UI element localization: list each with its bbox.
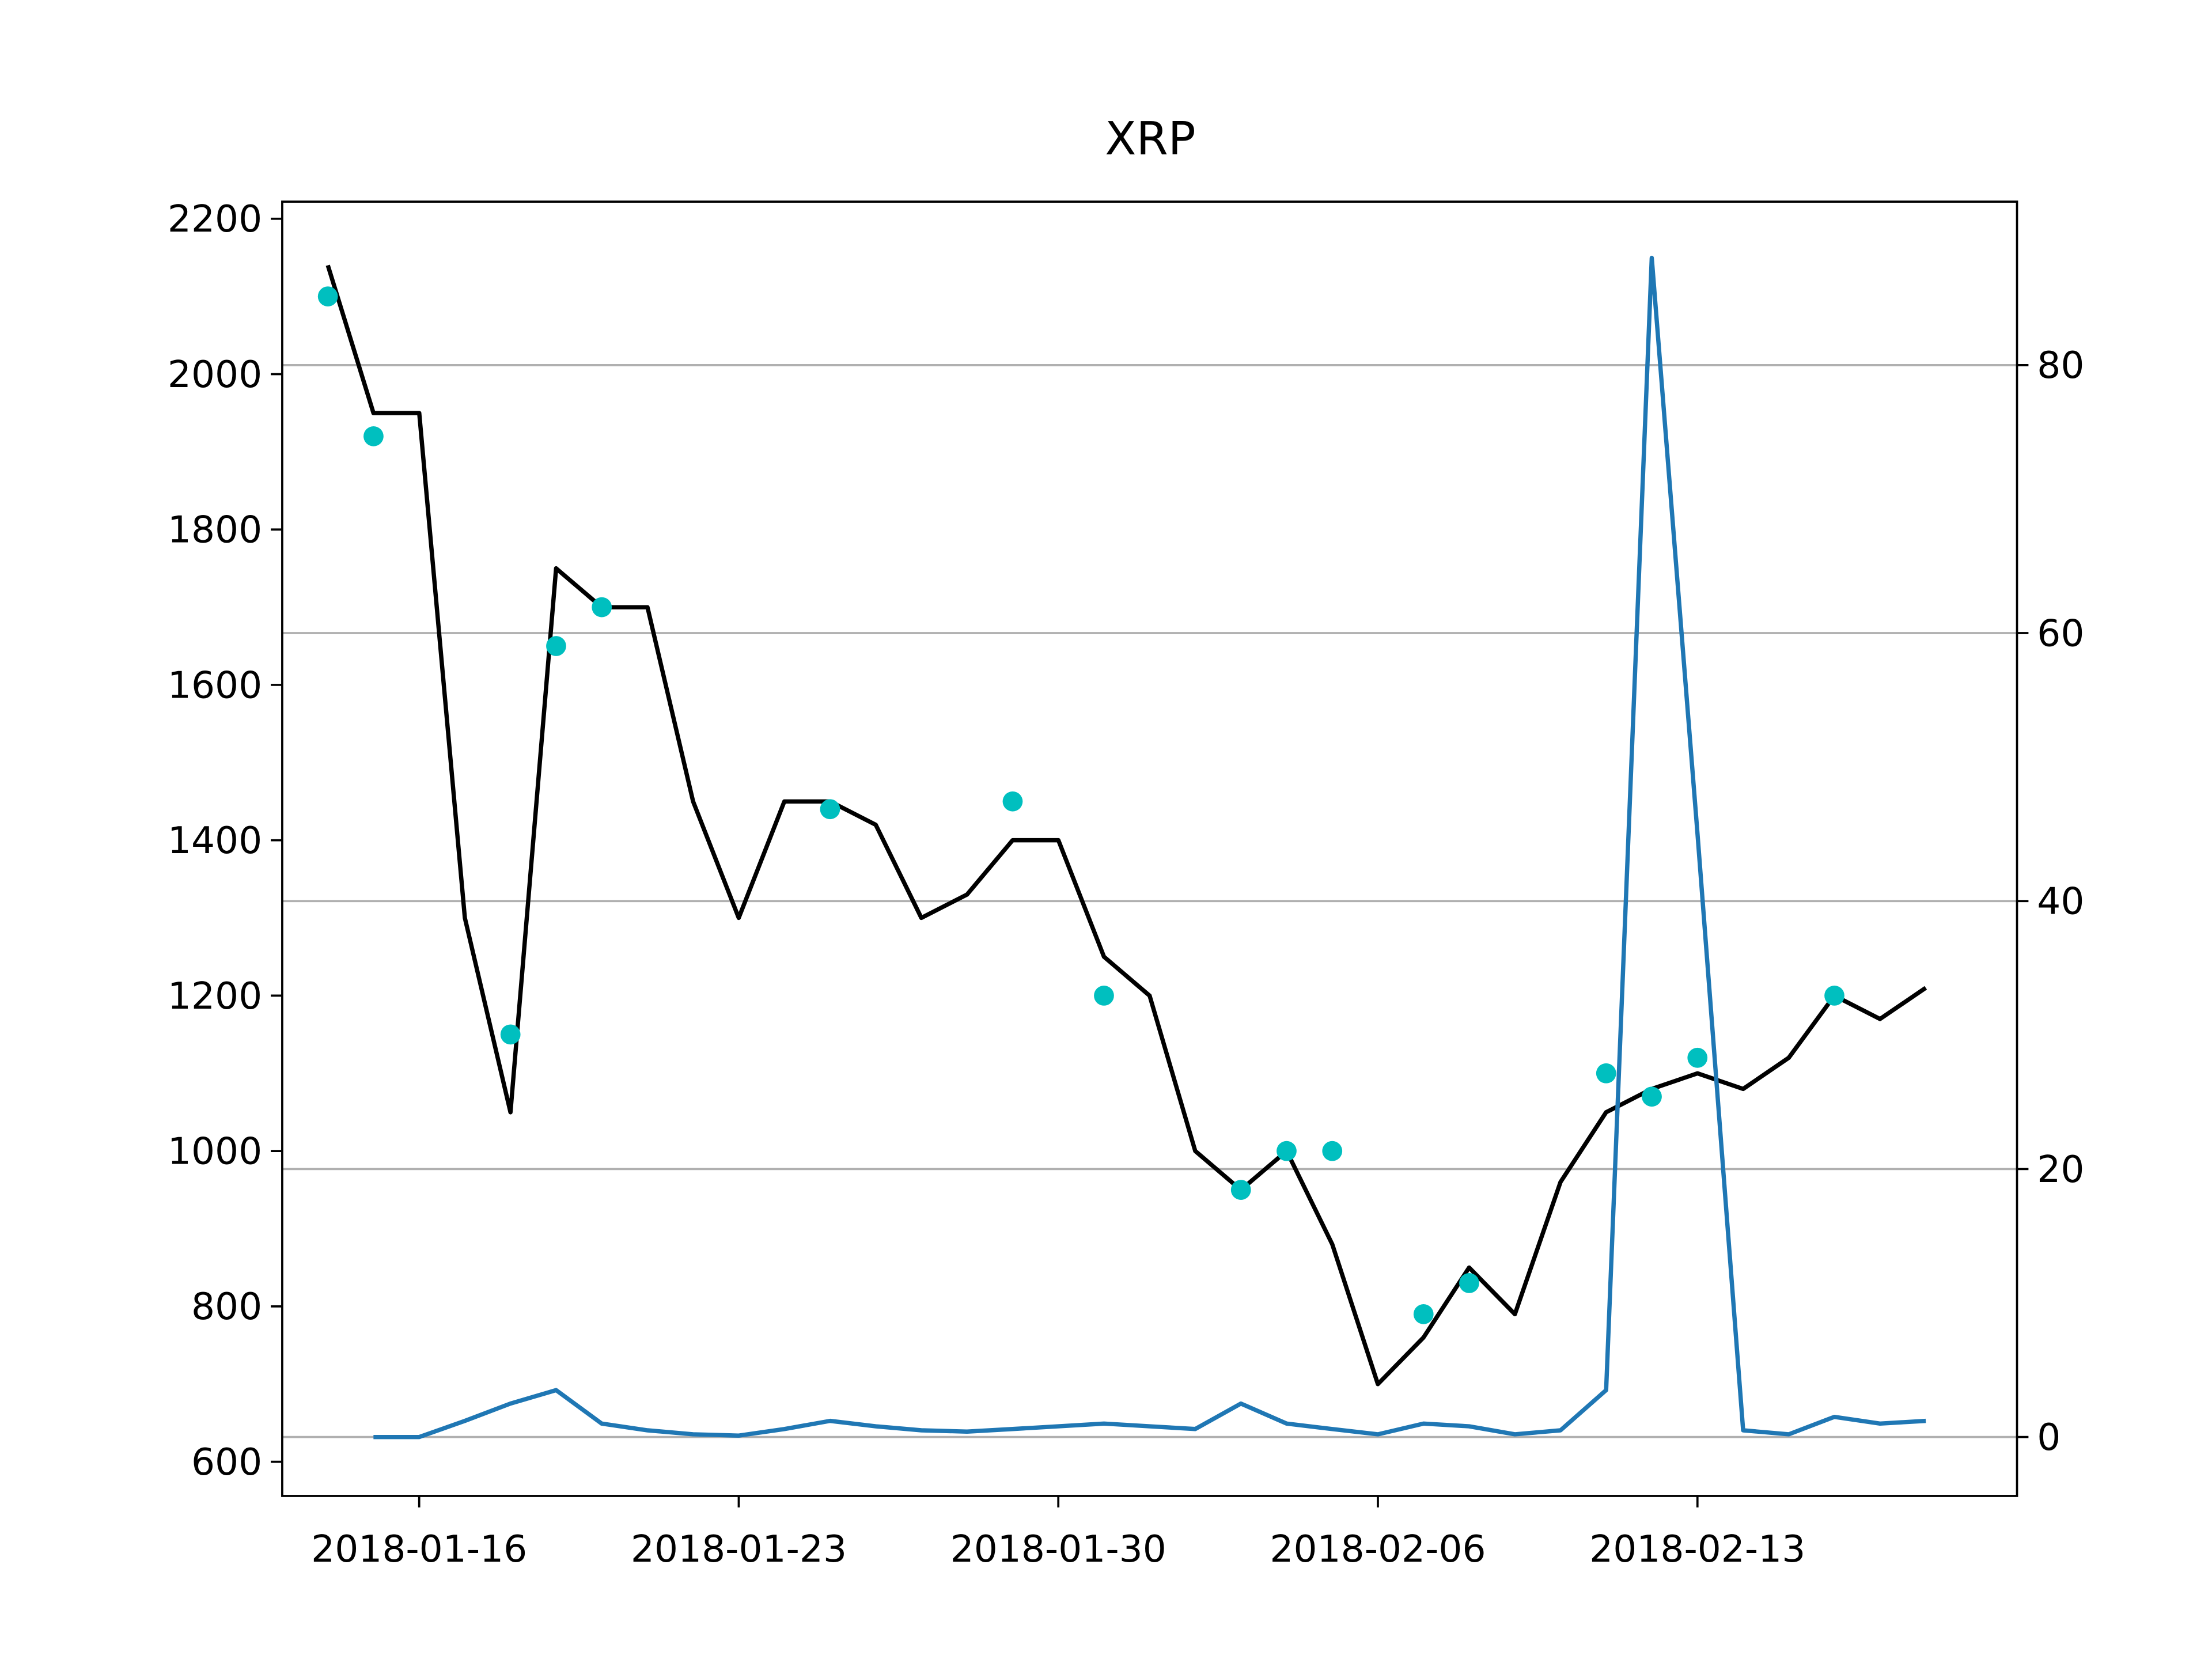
data-point [1596, 1063, 1616, 1084]
y-tick-label: 2200 [168, 198, 262, 241]
data-point [1642, 1086, 1662, 1107]
y-tick-label: 1600 [168, 664, 262, 707]
data-point [1322, 1141, 1343, 1161]
data-point [546, 636, 566, 656]
chart-title: XRP [1105, 112, 1196, 165]
x-tick-label: 2018-01-16 [311, 1528, 527, 1571]
y2-tick-label: 80 [2037, 344, 2084, 387]
y-tick-label: 1400 [168, 819, 262, 862]
data-point [1459, 1273, 1479, 1293]
x-tick-label: 2018-01-30 [950, 1528, 1166, 1571]
y-tick-label: 1200 [168, 975, 262, 1018]
data-point [1094, 986, 1114, 1006]
series-line [373, 255, 1926, 1440]
data-point [500, 1024, 521, 1045]
data-point [317, 286, 338, 306]
y-tick-label: 1800 [168, 509, 262, 552]
y2-tick-label: 20 [2037, 1148, 2084, 1191]
data-point [1687, 1047, 1708, 1068]
x-tick-label: 2018-01-23 [631, 1528, 847, 1571]
x-tick-label: 2018-02-13 [1589, 1528, 1805, 1571]
plot-frame [281, 200, 2018, 1497]
data-point [1002, 791, 1023, 812]
y2-tick-label: 40 [2037, 880, 2084, 923]
x-tick-label: 2018-02-06 [1270, 1528, 1486, 1571]
data-point [1277, 1141, 1297, 1161]
y-tick-label: 600 [191, 1441, 262, 1484]
y-tick-label: 1000 [168, 1130, 262, 1173]
data-point [1230, 1180, 1251, 1200]
y2-tick-label: 0 [2037, 1416, 2061, 1459]
data-point [1413, 1304, 1434, 1324]
data-point [592, 597, 612, 618]
data-point [363, 426, 384, 446]
series-line [325, 264, 1927, 1387]
y-tick-label: 800 [191, 1285, 262, 1328]
data-point [820, 799, 840, 820]
y2-tick-label: 60 [2037, 612, 2084, 655]
y-tick-label: 2000 [168, 353, 262, 396]
data-point [1824, 986, 1844, 1006]
